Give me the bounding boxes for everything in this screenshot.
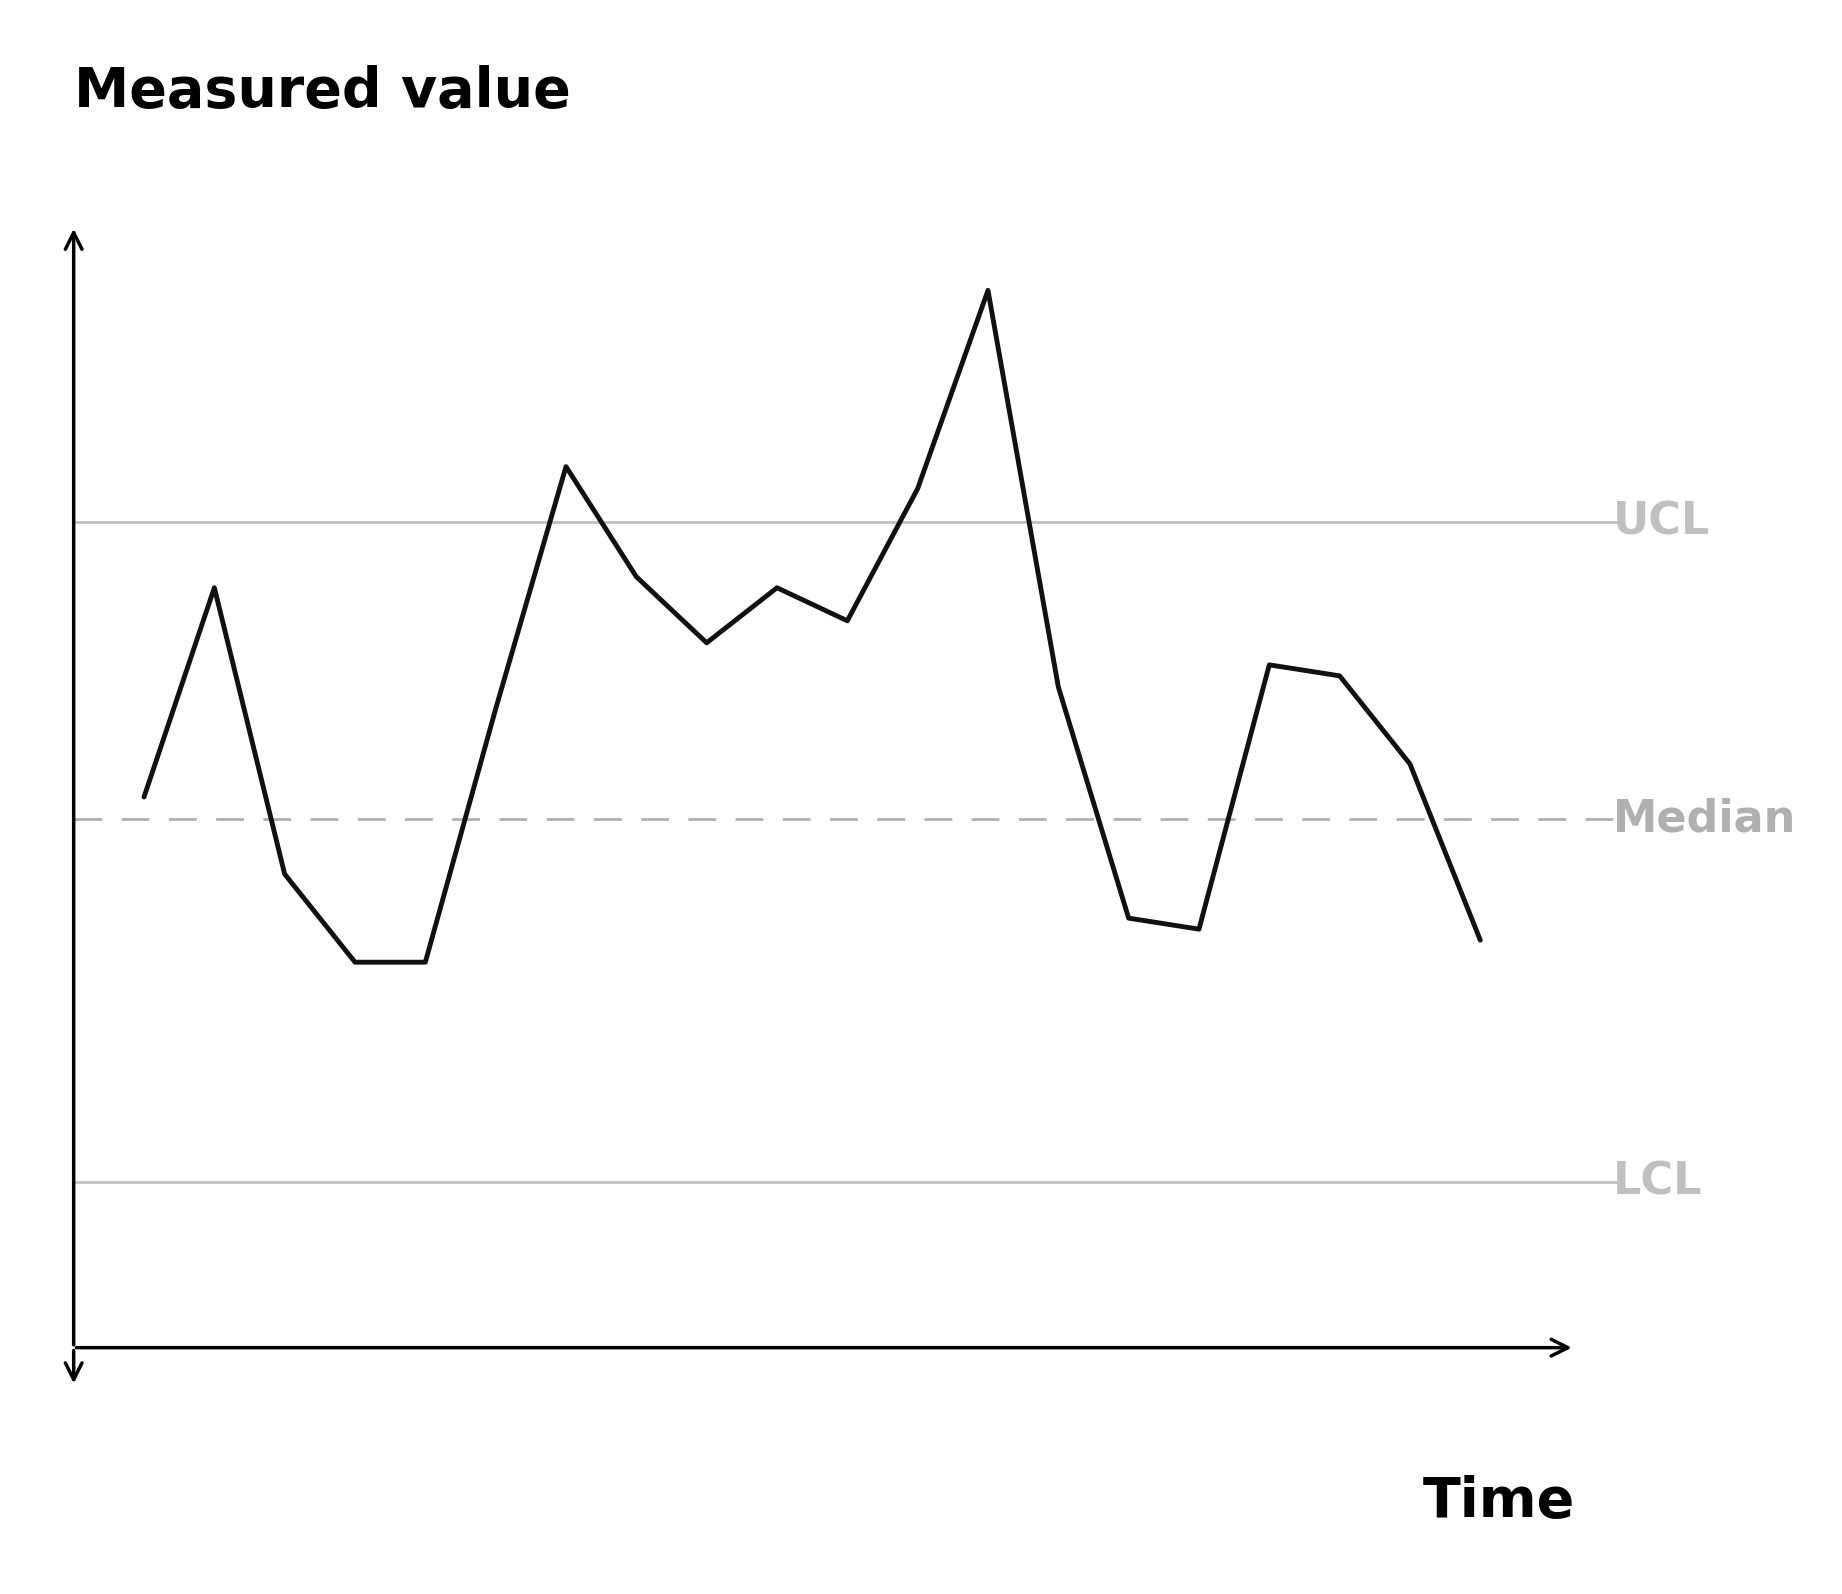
Text: Measured value: Measured value — [74, 65, 571, 118]
Text: LCL: LCL — [1614, 1160, 1702, 1203]
Text: UCL: UCL — [1614, 501, 1711, 544]
Text: Time: Time — [1422, 1476, 1575, 1529]
Text: Median: Median — [1614, 797, 1796, 840]
